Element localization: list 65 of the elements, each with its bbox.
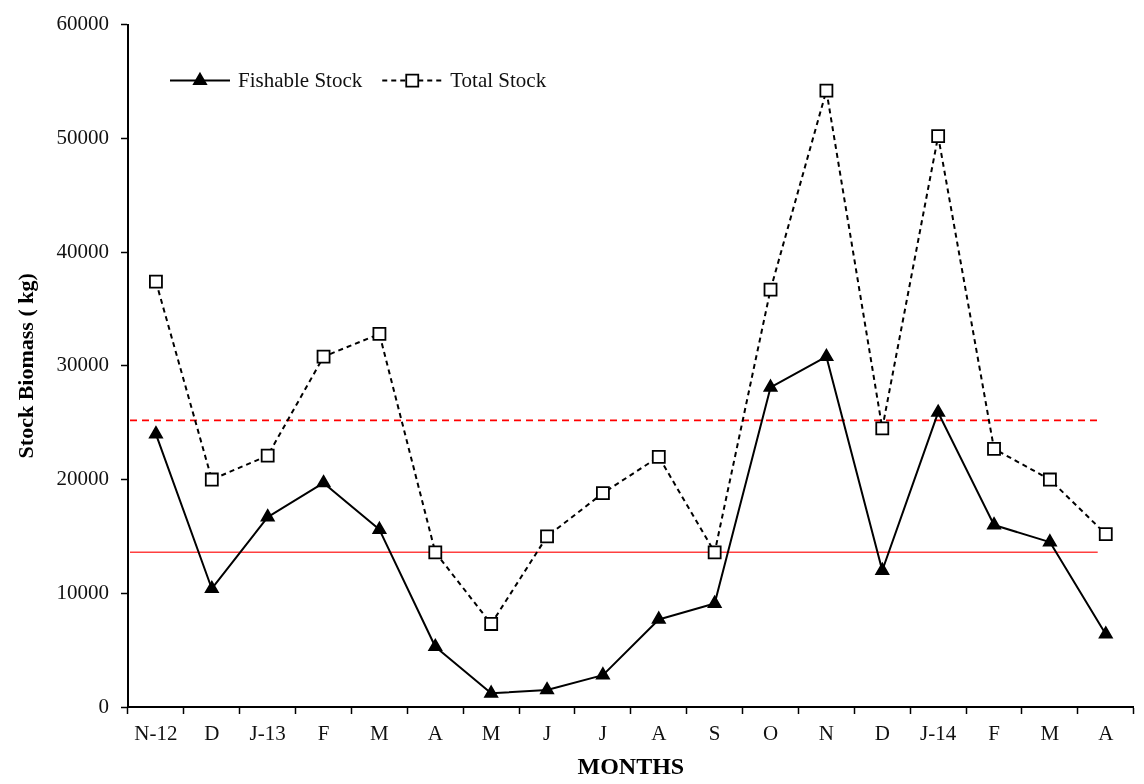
point [149,274,163,289]
x-axis-title: MONTHS [577,752,685,779]
x-tick-label: D [204,721,220,746]
point [819,348,834,362]
x-tick-label: N [818,721,834,746]
point [428,545,443,560]
point [372,521,387,534]
x-tick-label: A [651,721,668,746]
point [260,509,275,522]
legend-label: Total Stock [450,68,547,93]
point [428,638,443,652]
point [540,682,554,695]
point [987,517,1001,530]
x-tick-label: J [542,721,552,746]
y-tick-label: 50000 [56,124,109,149]
x-tick-label: D [874,721,890,746]
point [651,611,666,624]
point [763,282,778,297]
point [484,617,499,631]
y-tick-label: 20000 [56,466,109,491]
x-tick-label: J-13 [249,721,286,746]
point [875,562,890,575]
x-tick-label: M [1040,721,1060,746]
point [1042,534,1057,547]
x-tick-label: A [1098,721,1115,746]
y-tick-label: 0 [98,693,109,718]
point [1098,527,1113,542]
point [931,129,946,143]
point [763,379,778,392]
point [707,595,722,608]
y-tick-label: 30000 [56,352,109,377]
point [316,349,331,364]
legend-label: Fishable Stock [238,68,363,93]
point [1098,626,1113,639]
point [204,580,219,594]
y-tick-label: 60000 [56,11,109,36]
x-tick-label: M [481,721,501,746]
x-tick-label: F [317,721,330,746]
point [316,475,331,488]
point [595,667,610,680]
point [1042,472,1057,487]
x-tick-label: J-14 [920,721,957,746]
point [260,448,275,463]
x-tick-label: S [708,721,721,746]
point [540,529,554,544]
x-tick-label: N-12 [134,721,178,746]
point [484,685,499,698]
x-tick-label: O [762,721,779,746]
point [204,472,219,487]
point [148,426,163,439]
y-tick-label: 40000 [56,238,109,263]
x-tick-label: J [598,721,608,746]
point [875,421,890,436]
point [596,486,610,501]
x-tick-label: A [427,721,444,746]
y-tick-label: 10000 [56,579,109,604]
x-tick-label: F [988,721,1000,746]
x-tick-label: M [370,721,390,746]
point [651,449,666,464]
point [931,404,946,417]
point [987,441,1001,456]
point [707,545,722,560]
y-axis-title: Stock Biomass ( kg) [12,273,38,459]
point [372,327,387,341]
point [819,83,834,98]
